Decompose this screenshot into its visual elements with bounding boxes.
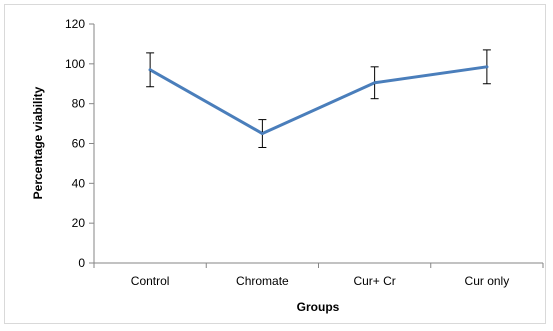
y-axis: 0 20 40 60 80 100 120: [65, 17, 95, 270]
series-line: [148, 65, 489, 136]
y-tick-label: 40: [72, 176, 86, 190]
x-axis-title: Groups: [297, 300, 340, 314]
y-tick-label: 100: [65, 57, 85, 71]
x-axis: Control Chromate Cur+ Cr Cur only: [93, 262, 544, 288]
y-tick-label: 80: [72, 97, 86, 111]
y-tick-label: 0: [78, 256, 85, 270]
data-point: [148, 68, 152, 72]
data-point: [373, 81, 377, 85]
y-axis-title: Percentage viability: [31, 86, 45, 199]
x-tick-label: Control: [131, 274, 170, 288]
data-point: [485, 65, 489, 69]
y-tick-label: 20: [72, 216, 86, 230]
y-tick-label: 60: [72, 137, 86, 151]
y-tick-label: 120: [65, 17, 85, 31]
x-tick-label: Cur+ Cr: [353, 274, 395, 288]
series-group: [146, 49, 491, 148]
x-tick-label: Chromate: [236, 274, 289, 288]
data-point: [260, 132, 264, 136]
x-tick-label: Cur only: [465, 274, 510, 288]
